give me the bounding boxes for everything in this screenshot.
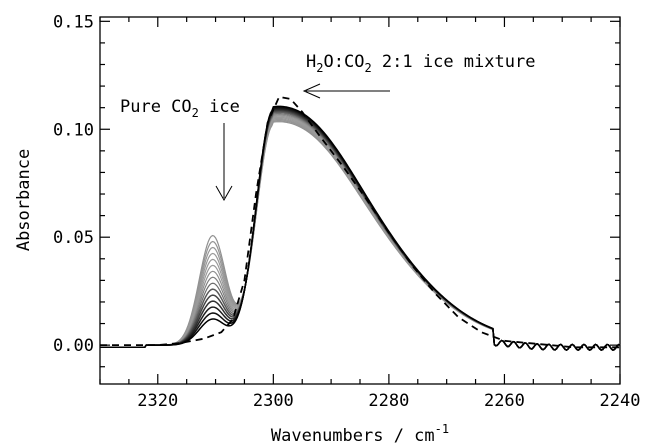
x-tick-label: 2260 xyxy=(484,391,525,411)
arrowhead-pure xyxy=(215,185,233,202)
x-tick-label: 2320 xyxy=(137,391,178,411)
spectrum-line-2 xyxy=(100,120,621,351)
spectrum-line-13 xyxy=(100,107,621,351)
y-axis-label: Absorbance xyxy=(14,149,34,251)
spectrum-line-12 xyxy=(100,108,621,351)
svg-text:H2O:CO2 2:1 ice mixture: H2O:CO2 2:1 ice mixture xyxy=(306,52,535,75)
axis-ticks xyxy=(99,17,621,384)
spectrum-line-8 xyxy=(100,113,621,351)
mixture-dashed-line xyxy=(100,95,620,349)
plot-frame xyxy=(99,16,621,385)
spectrum-line-14 xyxy=(100,106,621,351)
spectrum-line-7 xyxy=(100,114,621,351)
spectrum-line-11 xyxy=(100,110,621,351)
spectrum-line-10 xyxy=(100,111,621,351)
annotation-pure-co2: Pure CO2 ice xyxy=(120,97,240,202)
x-tick-label: 2280 xyxy=(368,391,409,411)
spectrum-line-6 xyxy=(100,115,621,351)
spectrum-line-9 xyxy=(100,112,621,351)
y-tick-label: 0.05 xyxy=(53,228,94,248)
spectrum-line-5 xyxy=(100,116,621,351)
annotation-h2o-co2-mixture: H2O:CO2 2:1 ice mixture xyxy=(302,52,535,99)
spectrum-line-15 xyxy=(100,105,621,351)
spectra-curves xyxy=(100,95,621,351)
y-tick-label: 0.10 xyxy=(53,120,94,140)
x-tick-label: 2240 xyxy=(600,391,641,411)
tick-labels: 2320 2300 2280 2260 2240 0.00 0.05 0.10 0.15 xyxy=(53,12,640,411)
x-tick-label: 2300 xyxy=(253,391,294,411)
arrowhead-mixture xyxy=(302,83,321,99)
x-axis-label: Wavenumbers / cm-1 xyxy=(271,422,449,446)
svg-text:Pure CO2 ice: Pure CO2 ice xyxy=(120,97,240,120)
y-tick-label: 0.15 xyxy=(53,12,94,32)
spectrum-line-4 xyxy=(100,117,621,351)
spectrum-line-3 xyxy=(100,118,621,351)
spectrum-line-1 xyxy=(100,121,621,351)
y-tick-label: 0.00 xyxy=(53,336,94,356)
